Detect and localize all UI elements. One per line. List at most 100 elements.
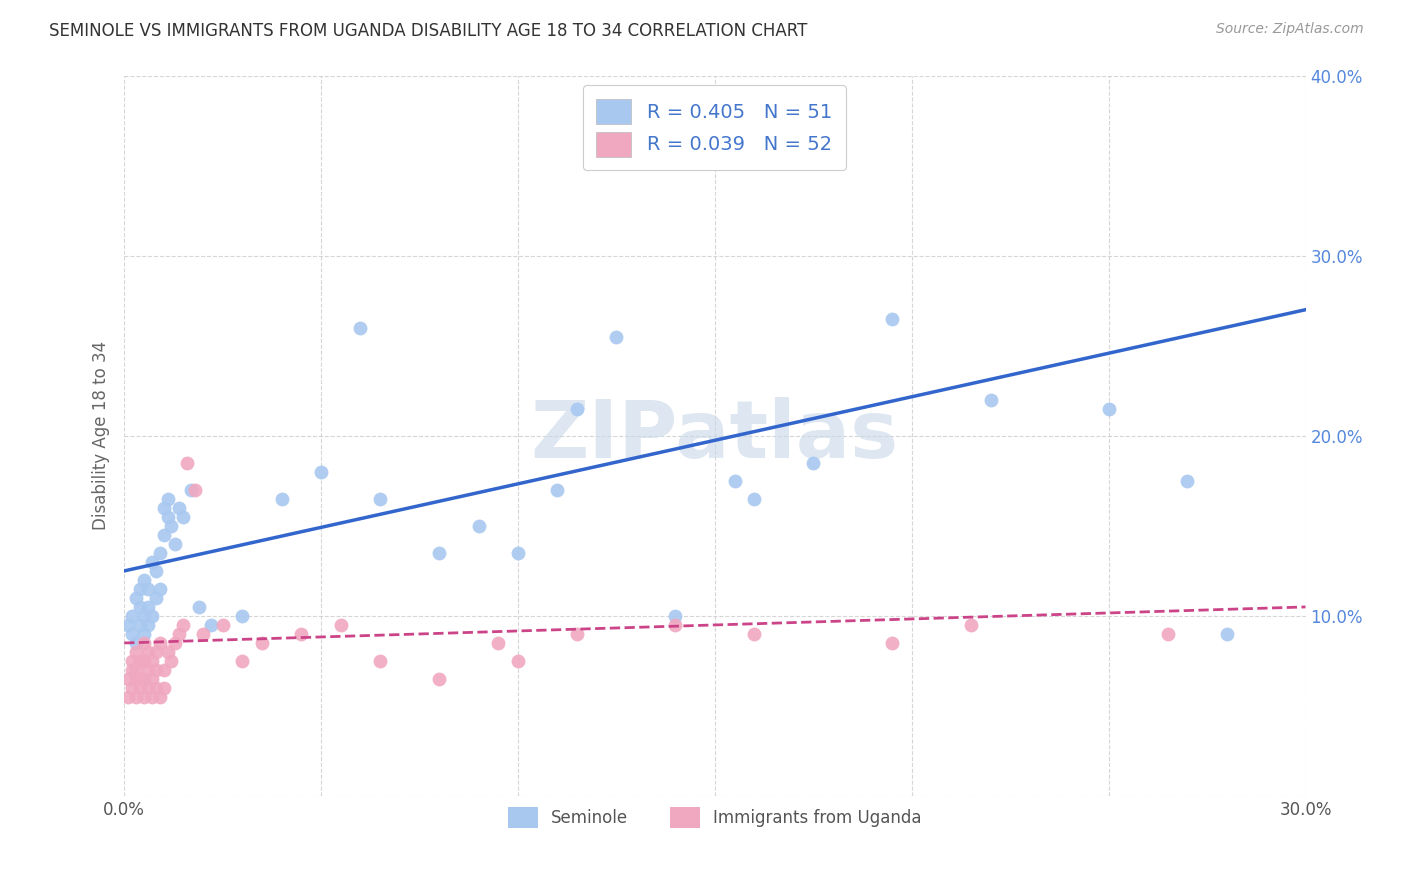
Point: [270, 491, 292, 506]
Point: [152, 663, 174, 677]
Point: [136, 645, 159, 659]
Point: [136, 582, 159, 596]
Text: ZIPatlas: ZIPatlas: [530, 397, 898, 475]
Point: [156, 509, 179, 524]
Point: [149, 546, 172, 560]
Point: [125, 690, 148, 704]
Point: [129, 582, 152, 596]
Point: [565, 627, 588, 641]
Point: [125, 645, 148, 659]
Point: [129, 672, 152, 686]
Point: [121, 663, 143, 677]
Point: [121, 609, 143, 624]
Point: [125, 672, 148, 686]
Point: [129, 599, 152, 614]
Point: [132, 636, 155, 650]
Point: [486, 636, 509, 650]
Point: [368, 654, 391, 668]
Y-axis label: Disability Age 18 to 34: Disability Age 18 to 34: [93, 342, 110, 531]
Point: [117, 672, 139, 686]
Point: [165, 537, 187, 551]
Point: [125, 663, 148, 677]
Point: [467, 519, 489, 533]
Point: [979, 392, 1001, 407]
Point: [1098, 401, 1121, 416]
Point: [132, 672, 155, 686]
Point: [200, 618, 222, 632]
Point: [160, 654, 183, 668]
Point: [506, 654, 529, 668]
Point: [141, 654, 163, 668]
Point: [141, 555, 163, 569]
Point: [156, 491, 179, 506]
Point: [180, 483, 202, 497]
Point: [172, 509, 194, 524]
Point: [184, 483, 207, 497]
Point: [145, 681, 167, 695]
Point: [565, 401, 588, 416]
Point: [141, 609, 163, 624]
Point: [176, 456, 198, 470]
Point: [145, 663, 167, 677]
Point: [880, 311, 903, 326]
Point: [121, 681, 143, 695]
Point: [605, 329, 627, 343]
Point: [149, 636, 172, 650]
Point: [132, 573, 155, 587]
Point: [1157, 627, 1180, 641]
Point: [121, 627, 143, 641]
Point: [172, 618, 194, 632]
Point: [742, 627, 765, 641]
Point: [141, 690, 163, 704]
Point: [309, 465, 332, 479]
Point: [880, 636, 903, 650]
Point: [132, 609, 155, 624]
Point: [136, 663, 159, 677]
Point: [149, 690, 172, 704]
Point: [121, 654, 143, 668]
Point: [145, 645, 167, 659]
Point: [506, 546, 529, 560]
Point: [149, 582, 172, 596]
Legend: Seminole, Immigrants from Uganda: Seminole, Immigrants from Uganda: [501, 800, 928, 835]
Point: [231, 654, 253, 668]
Point: [152, 500, 174, 515]
Point: [723, 474, 745, 488]
Point: [349, 320, 371, 334]
Point: [145, 564, 167, 578]
Point: [160, 519, 183, 533]
Point: [125, 591, 148, 605]
Point: [132, 690, 155, 704]
Point: [129, 654, 152, 668]
Point: [427, 672, 450, 686]
Point: [156, 645, 179, 659]
Point: [546, 483, 568, 497]
Point: [132, 654, 155, 668]
Point: [152, 528, 174, 542]
Point: [136, 618, 159, 632]
Point: [959, 618, 981, 632]
Point: [329, 618, 352, 632]
Point: [165, 636, 187, 650]
Point: [250, 636, 273, 650]
Point: [368, 491, 391, 506]
Point: [191, 627, 214, 641]
Point: [129, 681, 152, 695]
Point: [129, 618, 152, 632]
Point: [141, 672, 163, 686]
Point: [169, 500, 191, 515]
Text: SEMINOLE VS IMMIGRANTS FROM UGANDA DISABILITY AGE 18 TO 34 CORRELATION CHART: SEMINOLE VS IMMIGRANTS FROM UGANDA DISAB…: [49, 22, 807, 40]
Point: [290, 627, 312, 641]
Point: [1177, 474, 1199, 488]
Point: [427, 546, 450, 560]
Point: [188, 599, 211, 614]
Point: [145, 591, 167, 605]
Point: [136, 599, 159, 614]
Point: [1216, 627, 1239, 641]
Point: [664, 609, 686, 624]
Point: [117, 690, 139, 704]
Point: [211, 618, 233, 632]
Point: [664, 618, 686, 632]
Point: [231, 609, 253, 624]
Point: [136, 681, 159, 695]
